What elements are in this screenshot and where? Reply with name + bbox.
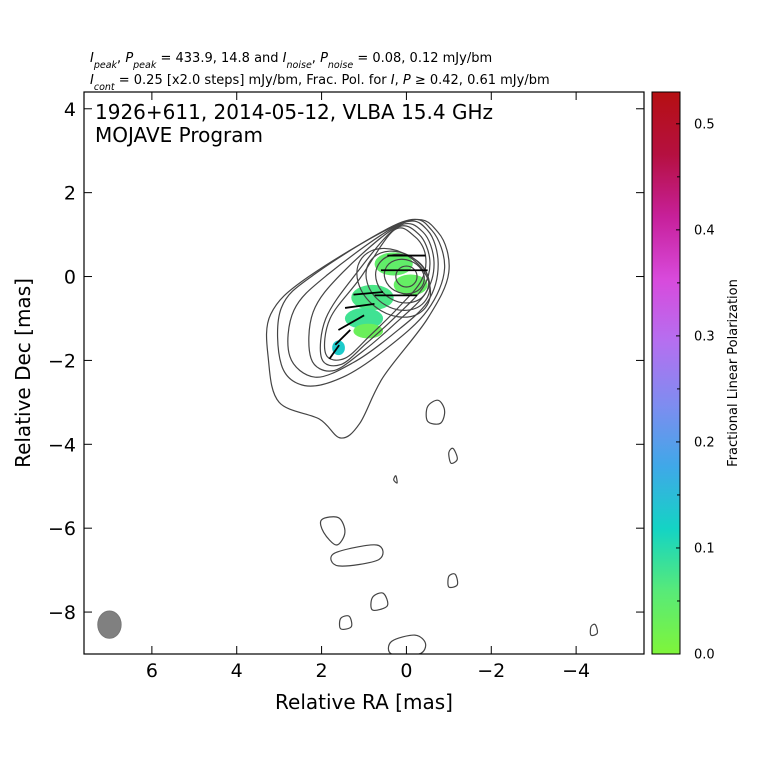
- core-contour: [365, 250, 431, 311]
- x-tick-label: 0: [400, 660, 412, 682]
- title-line1: 1926+611, 2014-05-12, VLBA 15.4 GHz: [95, 100, 493, 124]
- y-tick-label: −6: [48, 518, 76, 540]
- header-text: Ipeak, Ppeak = 433.9, 14.8 and Inoise, P…: [90, 51, 550, 93]
- core-contour: [395, 265, 418, 288]
- colorbar-tick-label: 0.3: [694, 329, 715, 344]
- evpa-tick: [328, 344, 340, 360]
- colorbar-tick-label: 0.1: [694, 541, 715, 556]
- y-tick-label: −2: [48, 350, 76, 372]
- core-contour: [356, 247, 432, 318]
- colorbar: 0.0 0.1 0.2 0.3 0.4 0.5 Fractional Linear Pol…: [651, 91, 741, 663]
- jet-contour: [319, 225, 431, 367]
- island-contour: [319, 516, 346, 546]
- plot-frame: [83, 91, 645, 655]
- evpa-tick: [353, 291, 384, 296]
- colorbar-ticks: 0.0 0.1 0.2 0.3 0.4 0.5: [676, 117, 715, 663]
- jet-contour: [308, 222, 435, 372]
- x-tick-label: 6: [146, 660, 158, 682]
- evpa-tick: [334, 329, 351, 346]
- beam-ellipse: [97, 610, 122, 639]
- header-line1: Ipeak, Ppeak = 433.9, 14.8 and Inoise, P…: [90, 51, 492, 71]
- evpa-ticks: [328, 254, 428, 360]
- jet-contour: [323, 227, 427, 361]
- colorbar-tick-label: 0.2: [694, 435, 715, 450]
- colorbar-label: Fractional Linear Polarization: [726, 279, 741, 467]
- jet-contour: [287, 220, 439, 378]
- title-line2: MOJAVE Program: [95, 123, 263, 147]
- y-tick-label: −8: [48, 602, 76, 624]
- header-line2: Icont = 0.25 [x2.0 steps] mJy/bm, Frac. …: [90, 73, 550, 93]
- stokes-i-contours: [265, 218, 599, 654]
- island-contour: [387, 634, 427, 654]
- x-axis-ticks: 6 4 2 0 −2 −4: [146, 92, 590, 682]
- pol-pixel: [353, 323, 384, 339]
- x-axis-label: Relative RA [mas]: [275, 690, 453, 714]
- evpa-tick: [337, 314, 365, 331]
- y-tick-label: 4: [64, 99, 76, 121]
- y-tick-label: 2: [64, 183, 76, 205]
- colorbar-tick-label: 0.5: [694, 117, 715, 132]
- island-contour: [393, 475, 398, 484]
- colorbar-tick-label: 0.0: [694, 648, 715, 663]
- x-tick-label: −2: [477, 660, 505, 682]
- island-contour: [330, 544, 384, 567]
- island-contour: [447, 573, 459, 589]
- island-contour: [338, 615, 353, 630]
- island-contour: [370, 592, 389, 611]
- y-tick-label: 0: [64, 267, 76, 289]
- colorbar-tick-label: 0.4: [694, 223, 715, 238]
- evpa-tick: [344, 302, 375, 309]
- island-contour: [425, 399, 446, 425]
- y-axis-label: Relative Dec [mas]: [11, 278, 35, 468]
- y-axis-ticks: 4 2 0 −2 −4 −6 −8: [48, 99, 644, 624]
- island-contour: [589, 623, 599, 637]
- x-tick-label: −4: [562, 660, 590, 682]
- x-tick-label: 2: [316, 660, 328, 682]
- colorbar-gradient: [651, 91, 681, 655]
- x-tick-label: 4: [231, 660, 243, 682]
- jet-contour: [265, 218, 450, 439]
- plot-area: 6 4 2 0 −2 −4 4 2 0 −2 −4 −6 −8 1926+611, 2014-05-1…: [11, 91, 645, 714]
- beam: [97, 610, 122, 639]
- pol-pixel: [344, 307, 384, 329]
- island-contour: [448, 447, 458, 465]
- jet-contour: [276, 218, 446, 387]
- y-tick-label: −4: [48, 434, 76, 456]
